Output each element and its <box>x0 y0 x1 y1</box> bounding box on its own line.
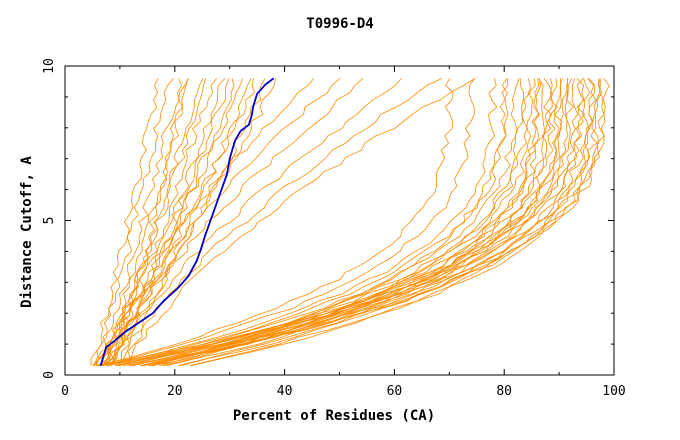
model-series-line <box>101 78 217 367</box>
model-series-line <box>162 78 553 367</box>
model-series-line <box>166 78 563 367</box>
model-series-line <box>95 78 454 367</box>
y-axis: 0 5 10 <box>42 58 614 379</box>
model-series-line <box>114 78 508 367</box>
model-series-line <box>116 78 402 366</box>
series-layer <box>90 77 610 367</box>
highlight-series-line <box>99 77 275 366</box>
model-series-line <box>181 78 586 367</box>
model-series-line <box>151 78 558 367</box>
y-tick-label: 10 <box>42 58 57 74</box>
x-tick-label: 20 <box>167 384 183 399</box>
model-series-line <box>103 78 226 366</box>
x-axis: 0 20 40 60 80 100 <box>61 66 626 399</box>
model-series-line <box>102 78 204 366</box>
model-series-line <box>105 78 573 367</box>
model-series-line <box>110 78 363 366</box>
x-tick-label: 80 <box>496 384 512 399</box>
model-series-line <box>92 78 183 366</box>
model-series-line <box>131 78 542 367</box>
x-tick-label: 40 <box>277 384 293 399</box>
x-tick-label: 100 <box>602 384 625 399</box>
model-series-line <box>90 78 159 366</box>
model-series-line <box>132 78 601 367</box>
x-tick-label: 0 <box>61 384 69 399</box>
y-axis-label: Distance Cutoff, A <box>19 156 35 308</box>
x-tick-label: 60 <box>387 384 403 399</box>
model-series-line <box>190 78 603 367</box>
model-series-line <box>95 78 174 366</box>
model-series-line <box>117 78 584 367</box>
model-series-line <box>123 78 531 367</box>
x-axis-label: Percent of Residues (CA) <box>233 408 435 424</box>
model-series-line <box>107 78 341 366</box>
model-series-line <box>128 78 476 366</box>
model-series-line <box>110 78 189 366</box>
model-series-line <box>100 78 315 366</box>
model-series-line <box>148 78 525 367</box>
model-series-line <box>143 78 610 367</box>
model-series-line <box>141 78 545 367</box>
model-series-line <box>126 78 443 366</box>
model-series-line <box>118 78 520 367</box>
model-series-line <box>107 78 579 367</box>
model-series-line <box>107 78 498 367</box>
model-series-line <box>178 78 574 367</box>
y-tick-label: 5 <box>42 217 57 225</box>
model-series-line <box>158 78 540 367</box>
model-series-line <box>148 78 509 367</box>
model-series-line <box>99 78 206 366</box>
model-series-line <box>96 78 255 367</box>
model-series-line <box>93 78 189 366</box>
model-series-line <box>105 78 230 366</box>
model-series-line <box>101 78 475 367</box>
chart-title: T0996-D4 <box>306 16 373 32</box>
y-tick-label: 0 <box>42 371 57 379</box>
